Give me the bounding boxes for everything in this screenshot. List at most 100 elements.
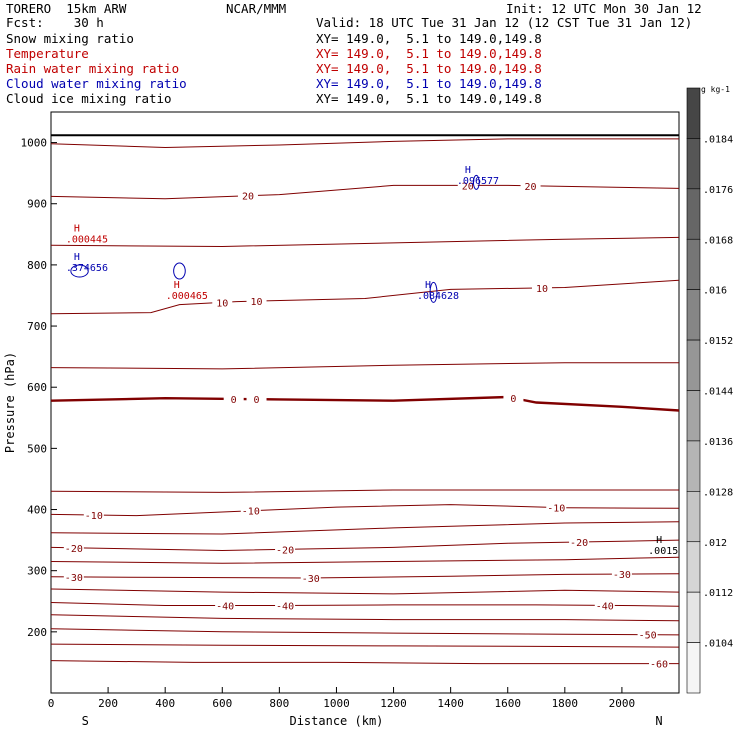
isotherm-label-bg — [275, 543, 296, 555]
isotherm--30 — [50, 573, 680, 579]
isotherm-label: -20 — [276, 545, 294, 556]
isotherm-10 — [50, 279, 680, 315]
colorbar-tick-label: .012 — [703, 538, 727, 549]
isotherm-label: -60 — [650, 660, 668, 671]
isotherm-label-bg — [63, 570, 84, 582]
isotherm-label: 20 — [462, 181, 474, 192]
isotherm-label-bg — [83, 509, 104, 521]
high-marker: H — [174, 280, 180, 291]
isotherm-label: -10 — [85, 511, 103, 522]
isotherm--5 — [50, 489, 679, 493]
x-tick-label: 1200 — [380, 697, 407, 710]
isotherm-label-bg — [503, 392, 524, 404]
isotherm-label: -40 — [216, 602, 234, 613]
colorbar-tick-label: .0184 — [703, 134, 733, 145]
isotherm-label: 20 — [242, 192, 254, 203]
legend-label: Cloud water mixing ratio — [6, 76, 187, 91]
y-tick-label: 300 — [27, 565, 47, 578]
y-tick-label: 600 — [27, 381, 47, 394]
south-label: S — [82, 714, 89, 728]
colorbar-segment — [686, 339, 701, 391]
colorbar-segment — [686, 289, 701, 341]
legend-xy: XY= 149.0, 5.1 to 149.0,149.8 — [316, 46, 542, 61]
isotherm-label: 10 — [536, 284, 548, 295]
legend-xy: XY= 149.0, 5.1 to 149.0,149.8 — [316, 61, 542, 76]
x-axis-label: Distance (km) — [289, 714, 383, 728]
y-axis-label: Pressure (hPa) — [3, 352, 17, 453]
isotherm-label: -50 — [639, 631, 657, 642]
isotherm--45 — [50, 614, 680, 622]
colorbar-segment — [686, 440, 701, 492]
isotherm--60 — [50, 660, 679, 665]
legend-xy: XY= 149.0, 5.1 to 149.0,149.8 — [316, 76, 542, 91]
isotherm--15 — [50, 521, 680, 535]
init-time: Init: 12 UTC Mon 30 Jan 12 — [506, 1, 702, 16]
y-tick-label: 500 — [27, 442, 47, 455]
isotherm-25 — [50, 138, 679, 149]
max-value-label: .084628 — [417, 291, 459, 302]
colorbar-tick-label: .0136 — [703, 437, 733, 448]
y-tick-label: 1000 — [21, 137, 48, 150]
isotherm-label-bg — [215, 599, 236, 611]
isotherm-label-bg — [246, 393, 267, 405]
isotherm-label-bg — [531, 281, 552, 293]
x-tick-label: 1400 — [437, 697, 464, 710]
colorbar-segment — [686, 642, 701, 694]
x-tick-label: 1000 — [323, 697, 350, 710]
y-tick-label: 400 — [27, 504, 47, 517]
colorbar-segment — [686, 491, 701, 543]
isotherm-label-bg — [637, 628, 658, 640]
north-label: N — [655, 714, 662, 728]
isotherm-label: -40 — [596, 601, 614, 612]
high-marker: H — [465, 165, 471, 176]
isotherm-20 — [50, 184, 680, 200]
colorbar-tick-label: .0168 — [703, 235, 733, 246]
colorbar-segment — [686, 188, 701, 240]
isotherm-label-bg — [520, 179, 541, 191]
isotherm-label-bg — [223, 392, 244, 404]
high-marker: H — [74, 252, 80, 263]
x-tick-label: 200 — [98, 697, 118, 710]
isotherm-5 — [50, 362, 679, 370]
colorbar-tick-label: .016 — [703, 286, 727, 297]
x-tick-label: 800 — [269, 697, 289, 710]
x-tick-label: 1600 — [494, 697, 521, 710]
isotherm-label-bg — [63, 541, 84, 553]
high-marker: H — [74, 223, 80, 234]
x-tick-label: 1800 — [552, 697, 579, 710]
isotherm-label: -40 — [276, 602, 294, 613]
isotherm-label-bg — [457, 179, 478, 191]
y-tick-label: 200 — [27, 626, 47, 639]
isotherm--55 — [50, 643, 680, 648]
legend-xy: XY= 149.0, 5.1 to 149.0,149.8 — [316, 91, 542, 106]
forecast-hour: Fcst: 30 h — [6, 15, 104, 30]
isotherm-label: 10 — [216, 298, 228, 309]
x-tick-label: 2000 — [609, 697, 636, 710]
colorbar-segment — [686, 591, 701, 643]
isotherm-label: 0 — [254, 395, 260, 406]
max-value-label: .0015 — [648, 546, 678, 557]
isotherm-label-bg — [246, 295, 267, 307]
isotherm-label: 10 — [251, 297, 263, 308]
model-title: TORERO 15km ARW — [6, 1, 127, 16]
x-tick-label: 400 — [155, 697, 175, 710]
colorbar-tick-label: .0144 — [703, 387, 733, 398]
y-tick-label: 900 — [27, 198, 47, 211]
isotherm-label: -30 — [613, 570, 631, 581]
isotherm-label-bg — [546, 501, 567, 513]
isotherm--40 — [50, 602, 680, 607]
valid-time: Valid: 18 UTC Tue 31 Jan 12 (12 CST Tue … — [316, 15, 693, 30]
isotherm-label: -30 — [65, 573, 83, 584]
isotherm-label: -30 — [302, 574, 320, 585]
colorbar-tick-label: .0104 — [703, 639, 733, 650]
isotherm-label: -20 — [570, 538, 588, 549]
cloud-water-contour — [429, 281, 438, 303]
legend-xy: XY= 149.0, 5.1 to 149.0,149.8 — [316, 31, 542, 46]
max-value-label: .000465 — [166, 291, 208, 302]
isotherm--10 — [50, 504, 680, 517]
legend-label: Rain water mixing ratio — [6, 61, 180, 76]
isotherm-label: 0 — [510, 394, 516, 405]
isotherm-0 — [50, 395, 680, 412]
high-marker: H — [656, 535, 662, 546]
